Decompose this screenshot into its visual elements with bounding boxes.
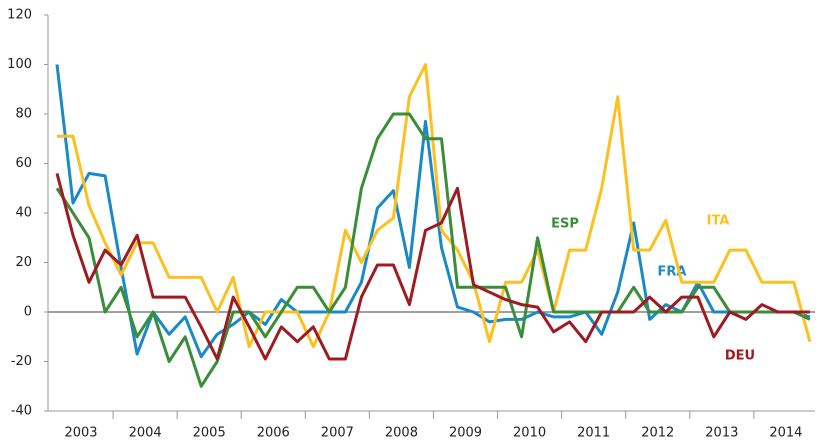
series-label: ITA xyxy=(707,214,730,229)
series-label: DEU xyxy=(725,349,755,364)
y-tick-label: 60 xyxy=(15,156,32,171)
x-tick-label: 2010 xyxy=(513,426,546,441)
y-tick-label: 0 xyxy=(24,305,32,320)
series-label: ESP xyxy=(551,217,579,232)
x-tick-label: 2014 xyxy=(769,426,802,441)
series-line xyxy=(57,63,812,349)
x-tick-label: 2009 xyxy=(449,426,482,441)
x-tick-label: 2008 xyxy=(385,426,418,441)
x-tick-label: 2006 xyxy=(257,426,290,441)
y-tick-label: 40 xyxy=(15,206,32,221)
x-tick-label: 2007 xyxy=(321,426,354,441)
y-tick-label: 20 xyxy=(15,255,32,270)
x-tick-label: 2013 xyxy=(705,426,738,441)
y-tick-label: 80 xyxy=(15,107,32,122)
y-tick-label: 120 xyxy=(7,8,32,23)
x-tick-label: 2003 xyxy=(64,426,97,441)
series-label: FRA xyxy=(658,265,687,280)
x-tick-label: 2012 xyxy=(641,426,674,441)
series-line xyxy=(55,64,811,359)
x-tick-label: 2011 xyxy=(577,426,610,441)
y-tick-label: -40 xyxy=(11,404,32,419)
x-tick-label: 2005 xyxy=(193,426,226,441)
y-tick-label: -20 xyxy=(11,354,32,369)
y-tick-label: 100 xyxy=(7,57,32,72)
x-tick-label: 2004 xyxy=(129,426,162,441)
series-line xyxy=(55,173,810,361)
series-line xyxy=(55,112,811,388)
